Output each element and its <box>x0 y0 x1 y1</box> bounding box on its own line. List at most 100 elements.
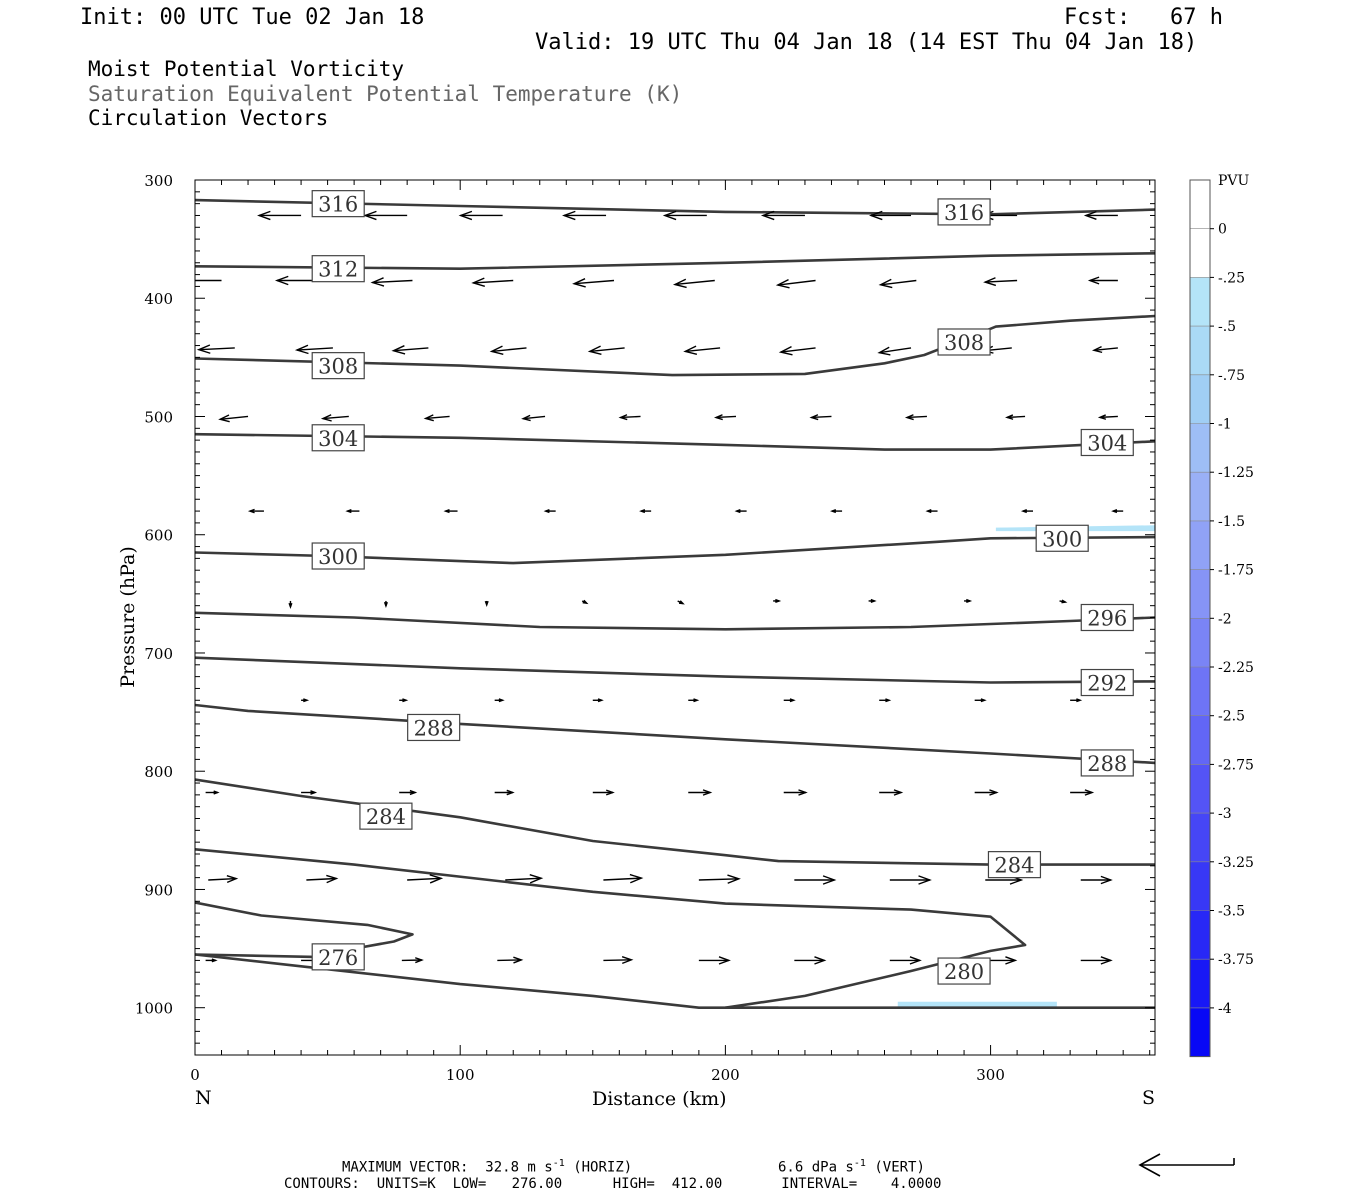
contour-layer <box>195 198 1155 1010</box>
contour-label-316: 316 <box>311 190 365 218</box>
colorbar-bin <box>1190 910 1210 960</box>
circulation-vector <box>603 956 634 965</box>
circulation-vector <box>288 600 293 609</box>
circulation-vector <box>196 344 235 354</box>
contour-line-312 <box>195 252 1155 271</box>
circulation-vector <box>1083 210 1118 220</box>
contour-label-308: 308 <box>937 328 991 356</box>
circulation-vector <box>698 874 741 884</box>
circulation-vector <box>521 414 546 422</box>
contour-label-text: 300 <box>1042 527 1082 551</box>
circulation-vector <box>698 956 731 965</box>
circulation-vector <box>688 698 700 703</box>
x-tick-label: 0 <box>190 1066 200 1084</box>
circulation-vector <box>443 508 458 514</box>
circulation-vector <box>247 508 264 514</box>
colorbar-tick-label: -1.5 <box>1218 514 1245 530</box>
circulation-vector <box>1097 414 1118 420</box>
contour-label-text: 296 <box>1087 607 1127 631</box>
contour-line-292 <box>195 656 1155 684</box>
colorbar-bin <box>1190 1007 1210 1057</box>
circulation-vector <box>471 277 514 288</box>
contour-label-box <box>937 328 991 356</box>
colorbar-bin <box>1190 326 1210 375</box>
colorbar-tick-label: -2.75 <box>1218 757 1254 773</box>
contour-label-box <box>311 255 365 283</box>
circulation-vector <box>868 598 877 603</box>
contour-label-box <box>987 851 1042 879</box>
circulation-vector <box>974 698 987 703</box>
colorbar-tick-label: -1.25 <box>1218 465 1254 481</box>
colorbar: PVU 0 -.25 -.5 -.75 -1 -1.25 -1.5 -1.75 -2 -2.25 -2… <box>1189 173 1254 1058</box>
circulation-vector <box>877 346 912 356</box>
contour-label-text: 276 <box>318 946 358 970</box>
forecast-hour: Fcst: 67 h <box>1064 5 1223 30</box>
y-axis-label: Pressure (hPa) <box>117 546 139 688</box>
circulation-vector <box>974 789 999 796</box>
circulation-vector <box>1091 346 1118 354</box>
circulation-vector <box>983 277 1018 287</box>
circulation-vector <box>497 956 524 964</box>
contour-label-box <box>937 198 991 226</box>
colorbar-unit: PVU <box>1218 173 1250 189</box>
circulation-vector <box>320 414 349 422</box>
circulation-vector <box>484 600 489 607</box>
circulation-vector <box>1070 789 1095 796</box>
circulation-vector <box>904 414 927 421</box>
colorbar-tick-label: -1 <box>1218 417 1232 433</box>
contour-label-text: 288 <box>1087 752 1127 776</box>
circulation-vector <box>688 789 713 796</box>
y-tick-label: 500 <box>144 408 173 426</box>
circulation-vector <box>964 598 973 603</box>
contour-label-text: 284 <box>994 854 1034 878</box>
contour-label-text: 304 <box>1087 432 1127 456</box>
circulation-vector <box>868 210 912 221</box>
circulation-vector <box>760 210 805 221</box>
circulation-vector <box>391 345 429 355</box>
circulation-vector <box>1005 414 1026 420</box>
contour-label-text: 316 <box>944 201 984 225</box>
circulation-vector <box>1111 509 1124 514</box>
circulation-vector <box>494 698 505 703</box>
circulation-vector <box>543 509 556 514</box>
tick-layer: 0 100 200 300 300 400 500 600 700 800 900 1000 <box>135 172 1155 1084</box>
contour-label-276: 276 <box>311 943 365 971</box>
contour-label-layer: 316 316 312 308 308 304 304 300 300 296 292 288 288 2… <box>311 190 1134 985</box>
colorbar-bin <box>1190 520 1210 570</box>
circulation-vector <box>775 278 816 289</box>
x-tick-label: 300 <box>976 1066 1005 1084</box>
contour-label-box <box>311 352 365 380</box>
contour-label-box <box>1080 749 1134 777</box>
contour-label-288: 288 <box>407 713 461 742</box>
circulation-vector <box>794 875 837 885</box>
colorbar-tick-label: -4 <box>1218 1001 1232 1017</box>
colorbar-bin <box>1190 959 1210 1008</box>
circulation-vector <box>1080 956 1113 965</box>
circulation-vector <box>153 211 195 219</box>
y-tick-label: 300 <box>144 172 173 190</box>
y-tick-label: 700 <box>144 645 173 663</box>
contour-line-304 <box>195 432 1155 451</box>
circulation-vector <box>218 414 249 423</box>
circulation-vector <box>345 508 360 514</box>
contour-line-296 <box>195 611 1155 631</box>
circulation-vector <box>830 509 843 514</box>
contour-line-308 <box>195 314 1155 377</box>
circulation-vector <box>713 414 737 421</box>
circulation-vector <box>662 210 707 221</box>
colorbar-tick-label: -3.25 <box>1218 855 1254 871</box>
contour-label-text: 316 <box>318 193 358 217</box>
contour-label-text: 312 <box>318 258 358 282</box>
contour-line-276 <box>195 901 414 959</box>
circulation-vector <box>587 345 625 356</box>
contour-label-text: 308 <box>318 355 358 379</box>
colorbar-tick-label: -2.25 <box>1218 660 1254 676</box>
contour-line-280 <box>195 953 779 1010</box>
contour-label-308: 308 <box>311 352 365 380</box>
circulation-vector <box>205 790 220 795</box>
contour-label-288: 288 <box>1080 749 1134 777</box>
colorbar-tick-label: -2 <box>1218 611 1232 627</box>
circulation-vector <box>889 875 932 885</box>
colorbar-tick-label: -3.5 <box>1218 904 1245 920</box>
colorbar-bin <box>1190 374 1210 424</box>
